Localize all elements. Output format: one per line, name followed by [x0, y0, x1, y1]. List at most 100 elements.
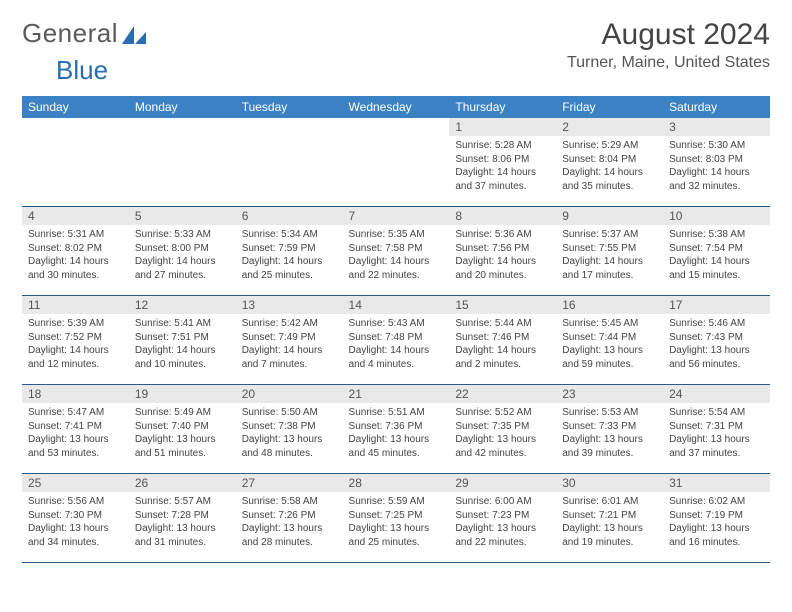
- calendar-cell: [129, 118, 236, 207]
- calendar-table: Sunday Monday Tuesday Wednesday Thursday…: [22, 96, 770, 563]
- day-info: Sunrise: 5:35 AMSunset: 7:58 PMDaylight:…: [343, 225, 450, 286]
- weekday-header: Friday: [556, 96, 663, 118]
- calendar-row: 1Sunrise: 5:28 AMSunset: 8:06 PMDaylight…: [22, 118, 770, 207]
- day-info: Sunrise: 6:02 AMSunset: 7:19 PMDaylight:…: [663, 492, 770, 553]
- day-number: 16: [556, 296, 663, 314]
- day-info: Sunrise: 5:41 AMSunset: 7:51 PMDaylight:…: [129, 314, 236, 375]
- day-number: 28: [343, 474, 450, 492]
- calendar-cell: 19Sunrise: 5:49 AMSunset: 7:40 PMDayligh…: [129, 385, 236, 474]
- calendar-cell: [236, 118, 343, 207]
- calendar-cell: 6Sunrise: 5:34 AMSunset: 7:59 PMDaylight…: [236, 207, 343, 296]
- day-number: 31: [663, 474, 770, 492]
- calendar-cell: 4Sunrise: 5:31 AMSunset: 8:02 PMDaylight…: [22, 207, 129, 296]
- weekday-header-row: Sunday Monday Tuesday Wednesday Thursday…: [22, 96, 770, 118]
- weekday-header: Monday: [129, 96, 236, 118]
- weekday-header: Tuesday: [236, 96, 343, 118]
- day-info: Sunrise: 5:46 AMSunset: 7:43 PMDaylight:…: [663, 314, 770, 375]
- day-number: 13: [236, 296, 343, 314]
- day-info: Sunrise: 5:52 AMSunset: 7:35 PMDaylight:…: [449, 403, 556, 464]
- day-info: Sunrise: 5:50 AMSunset: 7:38 PMDaylight:…: [236, 403, 343, 464]
- day-number: 14: [343, 296, 450, 314]
- calendar-cell: 13Sunrise: 5:42 AMSunset: 7:49 PMDayligh…: [236, 296, 343, 385]
- day-number: 21: [343, 385, 450, 403]
- calendar-cell: 14Sunrise: 5:43 AMSunset: 7:48 PMDayligh…: [343, 296, 450, 385]
- calendar-cell: 9Sunrise: 5:37 AMSunset: 7:55 PMDaylight…: [556, 207, 663, 296]
- calendar-cell: [343, 118, 450, 207]
- weekday-header: Thursday: [449, 96, 556, 118]
- calendar-cell: 30Sunrise: 6:01 AMSunset: 7:21 PMDayligh…: [556, 474, 663, 563]
- calendar-cell: 12Sunrise: 5:41 AMSunset: 7:51 PMDayligh…: [129, 296, 236, 385]
- calendar-row: 25Sunrise: 5:56 AMSunset: 7:30 PMDayligh…: [22, 474, 770, 563]
- day-number: 12: [129, 296, 236, 314]
- day-info: Sunrise: 6:01 AMSunset: 7:21 PMDaylight:…: [556, 492, 663, 553]
- day-number: 6: [236, 207, 343, 225]
- weekday-header: Wednesday: [343, 96, 450, 118]
- weekday-header: Saturday: [663, 96, 770, 118]
- calendar-cell: 15Sunrise: 5:44 AMSunset: 7:46 PMDayligh…: [449, 296, 556, 385]
- day-info: Sunrise: 6:00 AMSunset: 7:23 PMDaylight:…: [449, 492, 556, 553]
- logo-sail-icon: [120, 24, 148, 46]
- day-number: 26: [129, 474, 236, 492]
- day-info: Sunrise: 5:34 AMSunset: 7:59 PMDaylight:…: [236, 225, 343, 286]
- day-number: 10: [663, 207, 770, 225]
- calendar-cell: 18Sunrise: 5:47 AMSunset: 7:41 PMDayligh…: [22, 385, 129, 474]
- calendar-cell: 3Sunrise: 5:30 AMSunset: 8:03 PMDaylight…: [663, 118, 770, 207]
- calendar-cell: 29Sunrise: 6:00 AMSunset: 7:23 PMDayligh…: [449, 474, 556, 563]
- day-number: 9: [556, 207, 663, 225]
- calendar-cell: 16Sunrise: 5:45 AMSunset: 7:44 PMDayligh…: [556, 296, 663, 385]
- calendar-row: 11Sunrise: 5:39 AMSunset: 7:52 PMDayligh…: [22, 296, 770, 385]
- calendar-cell: 2Sunrise: 5:29 AMSunset: 8:04 PMDaylight…: [556, 118, 663, 207]
- day-number: 8: [449, 207, 556, 225]
- calendar-cell: 11Sunrise: 5:39 AMSunset: 7:52 PMDayligh…: [22, 296, 129, 385]
- calendar-cell: 1Sunrise: 5:28 AMSunset: 8:06 PMDaylight…: [449, 118, 556, 207]
- day-info: Sunrise: 5:44 AMSunset: 7:46 PMDaylight:…: [449, 314, 556, 375]
- day-number: 23: [556, 385, 663, 403]
- day-number: 17: [663, 296, 770, 314]
- calendar-cell: 5Sunrise: 5:33 AMSunset: 8:00 PMDaylight…: [129, 207, 236, 296]
- brand-part1: General: [22, 18, 118, 49]
- calendar-cell: [22, 118, 129, 207]
- day-info: Sunrise: 5:47 AMSunset: 7:41 PMDaylight:…: [22, 403, 129, 464]
- day-number: 2: [556, 118, 663, 136]
- day-number: 24: [663, 385, 770, 403]
- day-number: 11: [22, 296, 129, 314]
- day-info: Sunrise: 5:51 AMSunset: 7:36 PMDaylight:…: [343, 403, 450, 464]
- day-number: 1: [449, 118, 556, 136]
- weekday-header: Sunday: [22, 96, 129, 118]
- day-number: 15: [449, 296, 556, 314]
- day-info: Sunrise: 5:39 AMSunset: 7:52 PMDaylight:…: [22, 314, 129, 375]
- calendar-cell: 20Sunrise: 5:50 AMSunset: 7:38 PMDayligh…: [236, 385, 343, 474]
- day-info: Sunrise: 5:49 AMSunset: 7:40 PMDaylight:…: [129, 403, 236, 464]
- location-subtitle: Turner, Maine, United States: [567, 54, 770, 72]
- day-number: 19: [129, 385, 236, 403]
- calendar-row: 4Sunrise: 5:31 AMSunset: 8:02 PMDaylight…: [22, 207, 770, 296]
- day-info: Sunrise: 5:36 AMSunset: 7:56 PMDaylight:…: [449, 225, 556, 286]
- calendar-cell: 23Sunrise: 5:53 AMSunset: 7:33 PMDayligh…: [556, 385, 663, 474]
- day-number: 4: [22, 207, 129, 225]
- calendar-cell: 26Sunrise: 5:57 AMSunset: 7:28 PMDayligh…: [129, 474, 236, 563]
- calendar-cell: 22Sunrise: 5:52 AMSunset: 7:35 PMDayligh…: [449, 385, 556, 474]
- day-number: 20: [236, 385, 343, 403]
- day-number: 22: [449, 385, 556, 403]
- calendar-cell: 24Sunrise: 5:54 AMSunset: 7:31 PMDayligh…: [663, 385, 770, 474]
- day-number: 18: [22, 385, 129, 403]
- day-info: Sunrise: 5:45 AMSunset: 7:44 PMDaylight:…: [556, 314, 663, 375]
- calendar-cell: 21Sunrise: 5:51 AMSunset: 7:36 PMDayligh…: [343, 385, 450, 474]
- day-number: 7: [343, 207, 450, 225]
- day-info: Sunrise: 5:53 AMSunset: 7:33 PMDaylight:…: [556, 403, 663, 464]
- day-number: 5: [129, 207, 236, 225]
- day-info: Sunrise: 5:42 AMSunset: 7:49 PMDaylight:…: [236, 314, 343, 375]
- day-info: Sunrise: 5:57 AMSunset: 7:28 PMDaylight:…: [129, 492, 236, 553]
- day-info: Sunrise: 5:59 AMSunset: 7:25 PMDaylight:…: [343, 492, 450, 553]
- day-info: Sunrise: 5:28 AMSunset: 8:06 PMDaylight:…: [449, 136, 556, 197]
- day-info: Sunrise: 5:37 AMSunset: 7:55 PMDaylight:…: [556, 225, 663, 286]
- calendar-cell: 31Sunrise: 6:02 AMSunset: 7:19 PMDayligh…: [663, 474, 770, 563]
- day-info: Sunrise: 5:54 AMSunset: 7:31 PMDaylight:…: [663, 403, 770, 464]
- day-info: Sunrise: 5:43 AMSunset: 7:48 PMDaylight:…: [343, 314, 450, 375]
- day-number: 25: [22, 474, 129, 492]
- day-info: Sunrise: 5:30 AMSunset: 8:03 PMDaylight:…: [663, 136, 770, 197]
- calendar-cell: 7Sunrise: 5:35 AMSunset: 7:58 PMDaylight…: [343, 207, 450, 296]
- calendar-cell: 17Sunrise: 5:46 AMSunset: 7:43 PMDayligh…: [663, 296, 770, 385]
- day-info: Sunrise: 5:31 AMSunset: 8:02 PMDaylight:…: [22, 225, 129, 286]
- day-info: Sunrise: 5:38 AMSunset: 7:54 PMDaylight:…: [663, 225, 770, 286]
